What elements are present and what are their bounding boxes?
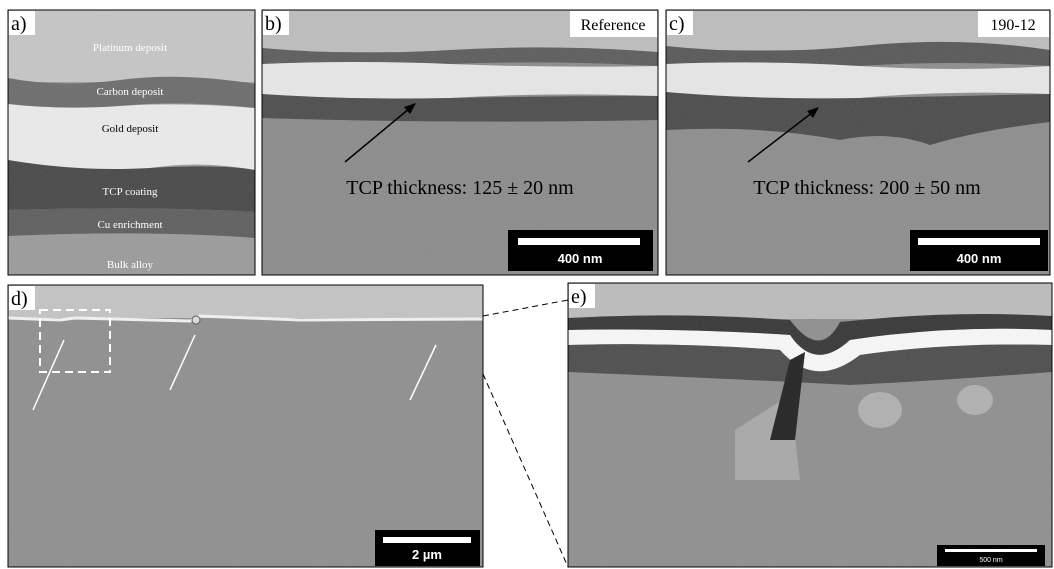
layer-label: Platinum deposit — [93, 42, 167, 54]
panel-label: d) — [11, 288, 28, 310]
layer-label: Cu enrichment — [97, 219, 162, 231]
panel-a: a) Platinum deposit Carbon deposit Gold … — [8, 10, 255, 275]
page: a) Platinum deposit Carbon deposit Gold … — [0, 0, 1054, 569]
sample-tag: 190-12 — [990, 17, 1035, 34]
scale-bar-label: 400 nm — [957, 251, 1002, 266]
scale-bar-label: 500 nm — [979, 557, 1003, 564]
scale-bar-label: 400 nm — [558, 251, 603, 266]
panel-label: a) — [11, 13, 27, 35]
scale-bar-label: 2 µm — [412, 547, 442, 562]
panel-label: b) — [265, 13, 282, 35]
panel-b: b) Reference TCP thickness: 125 ± 20 nm … — [262, 10, 658, 275]
sample-tag: Reference — [581, 17, 646, 34]
layer-label: TCP coating — [103, 186, 158, 198]
layer-label: Gold deposit — [102, 123, 159, 135]
annotation: TCP thickness: 200 ± 50 nm — [753, 177, 981, 199]
panel-label: c) — [669, 13, 685, 35]
panel-d: d) 2 µm — [8, 285, 483, 567]
panel-label: e) — [571, 286, 587, 308]
figure: a) Platinum deposit Carbon deposit Gold … — [0, 0, 1054, 569]
annotation: TCP thickness: 125 ± 20 nm — [346, 177, 574, 199]
panel-c: c) 190-12 TCP thickness: 200 ± 50 nm 400… — [666, 10, 1050, 275]
layer-label: Carbon deposit — [97, 86, 164, 98]
panel-e: e) 500 nm — [568, 283, 1052, 567]
layer-label: Bulk alloy — [107, 259, 154, 271]
